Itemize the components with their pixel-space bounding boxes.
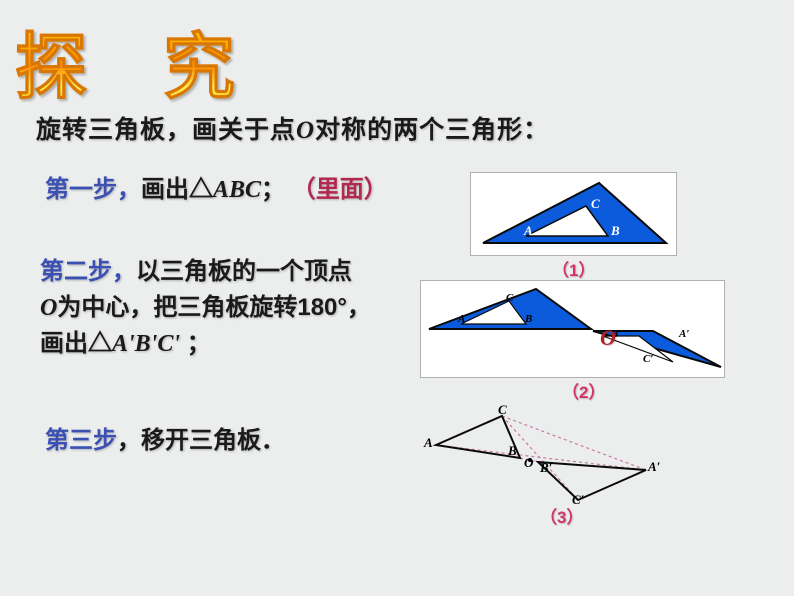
fig3-label-a: A <box>424 435 433 451</box>
step1-tri: ABC <box>213 177 261 203</box>
fig3-label-b: B <box>508 443 517 459</box>
step2-l3: 画出△ <box>40 330 112 357</box>
fig2-label-c: C <box>506 292 513 304</box>
step3-label: 第三步 <box>45 427 117 454</box>
rotation-center-o: O <box>600 325 616 351</box>
fig2-label-b: B <box>525 313 532 325</box>
step1-label: 第一步， <box>45 176 141 203</box>
fig2-label-cp: C′ <box>643 353 653 365</box>
step1-text: 画出△ <box>141 176 213 203</box>
figure-2: A B C A′ B′ C′ <box>420 280 725 378</box>
step2-after: ； <box>180 330 211 357</box>
step2-comma: ， <box>347 294 371 321</box>
fig2-label-ap: A′ <box>679 328 689 340</box>
step-3: 第三步，移开三角板． <box>45 423 285 459</box>
fig3-label-ap: A′ <box>648 459 660 475</box>
fig3-tri-right <box>538 462 646 500</box>
intro-suffix: 对称的两个三角形： <box>315 116 549 144</box>
step2-l1: 以三角板的一个顶点 <box>136 258 352 285</box>
fig1-svg <box>471 173 678 257</box>
figure-1: A B C <box>470 172 677 256</box>
figure-3: A B C A′ B′ C′ O <box>420 400 675 508</box>
fig3-label-c: C <box>498 402 507 418</box>
fig1-caption: （1） <box>552 256 595 281</box>
step2-l2: 为中心，把三角板旋转 <box>57 294 297 321</box>
fig1-label-b: B <box>611 223 620 239</box>
step2-tri: A'B'C' <box>112 331 180 357</box>
fig1-label-a: A <box>524 223 533 239</box>
fig3-caption: （3） <box>540 503 583 528</box>
page-title: 探 究 <box>15 8 263 113</box>
intro-text: 旋转三角板，画关于点O对称的两个三角形： <box>36 110 549 146</box>
step-2: 第二步，以三角板的一个顶点 O为中心，把三角板旋转180°， 画出△A'B'C'… <box>40 254 420 362</box>
fig3-label-o: O <box>524 455 533 471</box>
step-1: 第一步，画出△ABC； （里面） <box>45 172 388 208</box>
step1-paren: （里面） <box>292 176 388 203</box>
intro-var-o: O <box>296 117 315 144</box>
intro-prefix: 旋转三角板，画关于点 <box>36 116 296 144</box>
fig1-label-c: C <box>591 196 600 212</box>
step2-ovar: O <box>40 295 57 321</box>
step2-deg: 180° <box>297 294 347 321</box>
step3-text: ，移开三角板． <box>117 427 285 454</box>
step2-label: 第二步， <box>40 258 136 285</box>
step1-after: ； <box>261 176 285 203</box>
fig3-svg <box>420 400 675 508</box>
fig2-label-a: A <box>458 313 465 325</box>
fig3-label-bp: B′ <box>540 460 552 476</box>
